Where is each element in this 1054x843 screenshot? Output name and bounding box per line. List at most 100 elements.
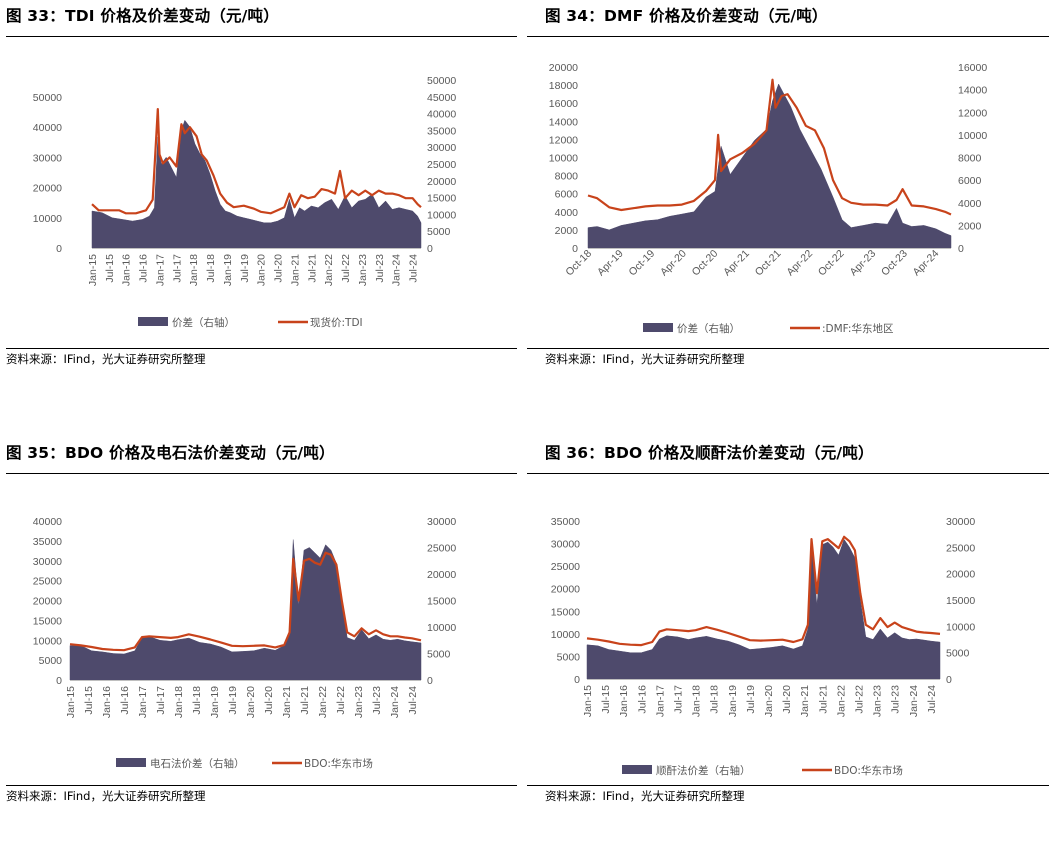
left-axis-tick-label: 40000 [33,122,62,134]
right-axis-tick-label: 50000 [427,75,456,87]
left-axis-tick-label: 10000 [33,635,62,647]
x-axis-tick-label: Jul-15 [600,685,612,714]
left-axis-tick-label: 35000 [33,536,62,548]
left-axis-tick-label: 15000 [551,606,580,618]
right-axis-tick-label: 35000 [427,125,456,137]
x-axis-tick-label: Jan-16 [618,685,630,717]
source-note: 资料来源：IFind，光大证券研究所整理 [6,352,206,366]
right-axis-tick-label: 6000 [958,175,982,187]
x-axis-tick-label: Jan-20 [245,686,257,718]
chart-panel-bdo-maleic: 图 36：BDO 价格及顺酐法价差变动（元/吨） 0 5000 10000 15000… [527,437,1054,843]
x-axis-tick-label: Jan-17 [654,685,666,717]
right-axis-tick-label: 15000 [427,193,456,205]
price-line-series [91,107,422,215]
right-axis-tick-label: 5000 [427,649,451,661]
source-rule [6,785,517,786]
right-axis-tick-label: 2000 [958,220,982,232]
chart-panel-bdo-carbide: 图 35：BDO 价格及电石法价差变动（元/吨） 0 5000 10000 15000… [0,437,527,843]
x-axis-tick-label: Apr-22 [784,248,815,279]
chart-title: 图 36：BDO 价格及顺酐法价差变动（元/吨） [545,444,874,462]
left-axis-tick-label: 0 [56,675,62,687]
right-axis-tick-label: 15000 [946,595,975,607]
x-axis-tick-label: Jul-24 [407,686,419,715]
x-axis-tick-label: Jul-16 [138,254,150,283]
x-axis-tick-label: Apr-23 [847,248,878,279]
price-line-series [586,535,941,647]
x-axis-tick-label: Jul-23 [374,254,386,283]
x-axis-tick-label: Jul-15 [104,254,116,283]
left-axis-tick-label: 20000 [551,584,580,596]
x-axis-tick-label: Jul-17 [673,685,685,714]
x-axis-tick-label: Jul-18 [191,686,203,715]
x-axis-tick-label: Jan-24 [389,686,401,718]
right-axis-tick-label: 14000 [958,85,987,97]
left-axis-tick-label: 50000 [33,92,62,104]
x-axis-tick-label: Jan-21 [799,685,811,717]
right-axis-tick-label: 0 [958,243,964,255]
left-axis-tick-label: 2000 [555,225,579,237]
right-axis-tick-label: 12000 [958,107,987,119]
price-line-series [587,78,952,216]
x-axis-tick-label: Jan-15 [582,685,594,717]
left-axis-tick-label: 30000 [33,556,62,568]
right-axis-tick-label: 15000 [427,596,456,608]
x-axis-tick-label: Jul-23 [890,685,902,714]
legend-line-label: BDO:华东市场 [304,757,373,770]
price-line-series [69,551,422,652]
right-axis-tick-label: 20000 [946,569,975,581]
left-axis-tick-label: 30000 [33,152,62,164]
legend-area-label: 价差（右轴） [172,316,235,329]
x-axis-tick-label: Jan-16 [121,254,133,286]
legend-line-label: BDO:华东市场 [834,764,903,777]
x-axis-tick-label: Oct-21 [753,248,784,279]
right-axis-tick-label: 25000 [427,159,456,171]
left-axis-tick-label: 30000 [551,539,580,551]
x-axis-tick-label: Oct-23 [879,248,910,279]
x-axis-tick-label: Jul-16 [119,686,131,715]
x-axis-tick-label: Jan-18 [188,254,200,286]
x-axis-tick-label: Jan-17 [137,686,149,718]
left-axis-tick-label: 8000 [555,171,579,183]
x-axis-tick-label: Jul-23 [371,686,383,715]
bdo-maleic-chart: 0 5000 10000 15000 20000 25000 30000 35000 0 5000… [551,516,976,777]
x-axis-tick-label: Jul-18 [709,685,721,714]
x-axis-tick-label: Oct-22 [816,248,847,279]
title-rule [6,36,517,37]
right-axis-tick-label: 30000 [946,516,975,528]
left-axis-tick-label: 0 [56,243,62,255]
x-axis-tick-label: Jul-20 [263,686,275,715]
x-axis-tick-label: Jan-24 [391,254,403,286]
x-axis-tick-label: Jul-17 [171,254,183,283]
left-axis-tick-label: 25000 [551,561,580,573]
right-axis-tick-label: 16000 [958,62,987,74]
x-axis-tick-label: Jan-19 [209,686,221,718]
left-axis-tick-label: 16000 [549,98,578,110]
right-axis-tick-label: 30000 [427,516,456,528]
legend-line-label: 现货价:TDI [310,316,363,329]
x-axis-tick-label: Jul-24 [408,254,420,283]
right-axis-tick-label: 0 [946,674,952,686]
source-rule [527,348,1049,349]
left-axis-tick-label: 25000 [33,576,62,588]
spread-area-series [587,83,952,249]
source-rule [6,348,517,349]
x-axis-tick-label: Jul-16 [636,685,648,714]
x-axis-tick-label: Jul-17 [155,686,167,715]
left-axis-tick-label: 35000 [551,516,580,528]
x-axis-tick-label: Apr-24 [911,248,942,279]
x-axis-tick-label: Jul-21 [299,686,311,715]
spread-area-series [91,119,422,249]
x-axis-tick-label: Jan-22 [317,686,329,718]
x-axis-tick-label: Jul-19 [745,685,757,714]
x-axis-tick-label: Jul-18 [205,254,217,283]
x-axis-tick-label: Apr-19 [595,248,626,279]
x-axis-tick-label: Apr-20 [658,248,689,279]
x-axis-tick-label: Jan-18 [691,685,703,717]
x-axis-tick-label: Jan-23 [353,686,365,718]
right-axis-tick-label: 4000 [958,198,982,210]
x-axis-tick-label: Jan-17 [155,254,167,286]
x-axis-tick-label: Jul-20 [781,685,793,714]
legend-area-swatch [643,323,673,332]
left-axis-tick-label: 0 [572,243,578,255]
right-axis-tick-label: 25000 [427,543,456,555]
